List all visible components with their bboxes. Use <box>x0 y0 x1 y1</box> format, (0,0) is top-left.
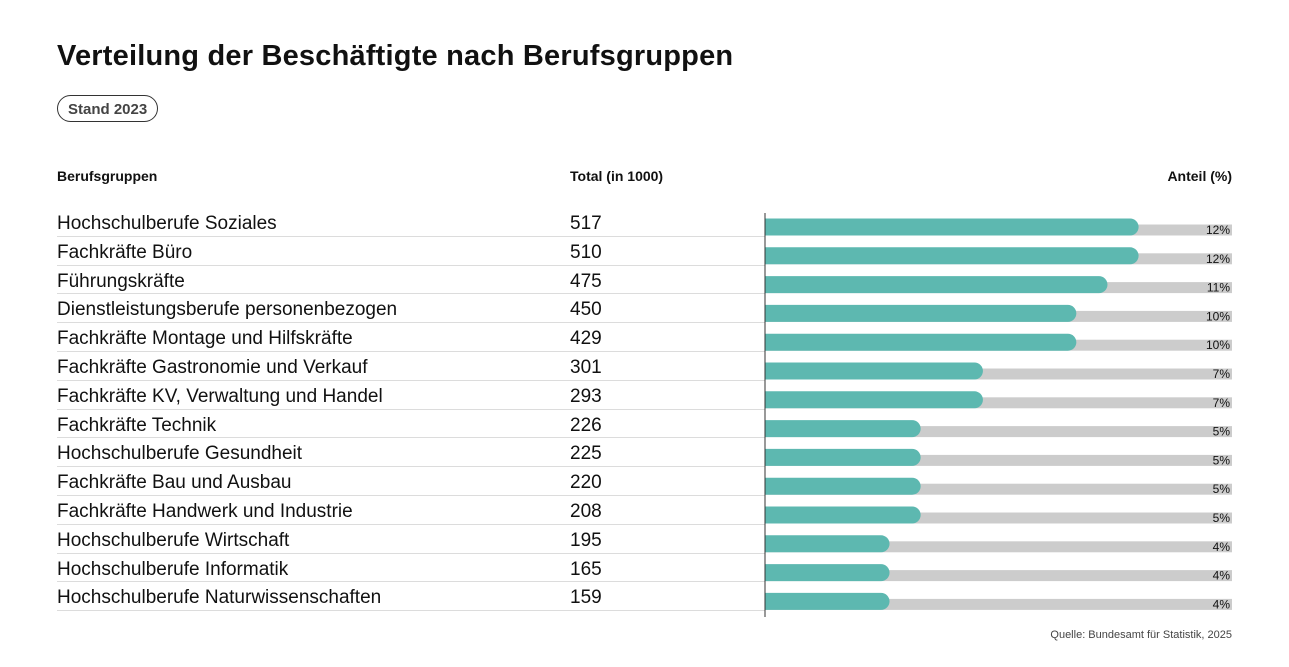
bar-track <box>765 570 1232 582</box>
bar-track <box>765 483 1232 495</box>
row-total: 208 <box>570 501 602 522</box>
row-total: 429 <box>570 328 602 350</box>
bar-track <box>765 454 1232 466</box>
row-label: Hochschulberufe Soziales <box>57 213 277 234</box>
row-divider <box>57 236 765 237</box>
bar <box>765 564 890 582</box>
bar-value-label: 10% <box>1206 338 1230 352</box>
row-label: Fachkräfte Bau und Ausbau <box>57 472 292 494</box>
row-total: 301 <box>570 357 602 378</box>
bar-value-label: 12% <box>1206 252 1230 266</box>
row-total: 220 <box>570 472 602 494</box>
bar-value-label: 5% <box>1213 453 1231 467</box>
bar-value-label: 4% <box>1213 597 1231 611</box>
bar-value-label: 7% <box>1213 396 1231 410</box>
row-total: 225 <box>570 443 602 465</box>
bar <box>765 592 890 610</box>
row-divider <box>57 409 765 410</box>
row-total: 517 <box>570 213 602 234</box>
row-total: 159 <box>570 587 602 609</box>
bar <box>765 333 1077 351</box>
row-divider <box>57 553 765 554</box>
bar-value-label: 4% <box>1213 540 1231 554</box>
row-total: 195 <box>570 529 602 551</box>
row-label: Hochschulberufe Naturwissenschaften <box>57 587 382 609</box>
row-label: Fachkräfte Gastronomie und Verkauf <box>57 357 368 378</box>
bar-track <box>765 512 1232 524</box>
bar-value-label: 10% <box>1206 309 1230 323</box>
row-label: Fachkräfte Handwerk und Industrie <box>57 501 353 522</box>
row-label: Führungskräfte <box>57 270 185 292</box>
bar <box>765 362 983 380</box>
row-divider <box>57 610 765 611</box>
row-total: 226 <box>570 414 602 436</box>
bar <box>765 506 921 524</box>
row-label: Hochschulberufe Wirtschaft <box>57 529 290 551</box>
bar <box>765 247 1139 265</box>
chart-title: Verteilung der Beschäftigte nach Berufsg… <box>57 40 734 72</box>
source-note: Quelle: Bundesamt für Statistik, 2025 <box>1050 629 1232 641</box>
bar-value-label: 5% <box>1213 511 1231 525</box>
bar-value-label: 12% <box>1206 223 1230 237</box>
bar <box>765 420 921 438</box>
row-label: Hochschulberufe Informatik <box>57 558 289 580</box>
row-total: 165 <box>570 558 602 580</box>
bar-value-label: 4% <box>1213 569 1231 583</box>
bar-track <box>765 541 1232 553</box>
row-label: Fachkräfte Montage und Hilfskräfte <box>57 328 353 350</box>
row-label: Dienstleistungsberufe personenbezogen <box>57 299 398 321</box>
row-label: Hochschulberufe Gesundheit <box>57 443 303 465</box>
bar-track <box>765 426 1232 438</box>
row-total: 293 <box>570 385 602 407</box>
bar <box>765 391 983 409</box>
bar-track <box>765 397 1232 409</box>
bar-value-label: 5% <box>1213 482 1231 496</box>
row-divider <box>57 265 765 266</box>
row-divider <box>57 351 765 352</box>
bar <box>765 276 1108 294</box>
row-total: 450 <box>570 299 602 321</box>
bar-value-label: 7% <box>1213 367 1231 381</box>
bar-value-label: 5% <box>1213 425 1231 439</box>
row-label: Fachkräfte KV, Verwaltung und Handel <box>57 385 383 407</box>
row-divider <box>57 466 765 467</box>
year-badge: Stand 2023 <box>57 95 159 122</box>
row-divider <box>57 524 765 525</box>
row-total: 475 <box>570 270 602 292</box>
bar <box>765 218 1139 236</box>
bar-track <box>765 368 1232 380</box>
row-divider <box>57 322 765 323</box>
row-divider <box>57 437 765 438</box>
column-header-category: Berufsgruppen <box>57 168 158 184</box>
row-label: Fachkräfte Technik <box>57 414 217 436</box>
row-divider <box>57 380 765 381</box>
column-header-share: Anteil (%) <box>1167 168 1232 184</box>
row-divider <box>57 581 765 582</box>
row-divider <box>57 293 765 294</box>
bar-value-label: 11% <box>1207 281 1230 295</box>
bar <box>765 304 1077 322</box>
bar-track <box>765 598 1232 610</box>
bar <box>765 448 921 466</box>
row-total: 510 <box>570 241 602 263</box>
bar <box>765 535 890 553</box>
row-divider <box>57 495 765 496</box>
bar <box>765 477 921 495</box>
row-label: Fachkräfte Büro <box>57 241 193 263</box>
column-header-total: Total (in 1000) <box>570 168 664 184</box>
